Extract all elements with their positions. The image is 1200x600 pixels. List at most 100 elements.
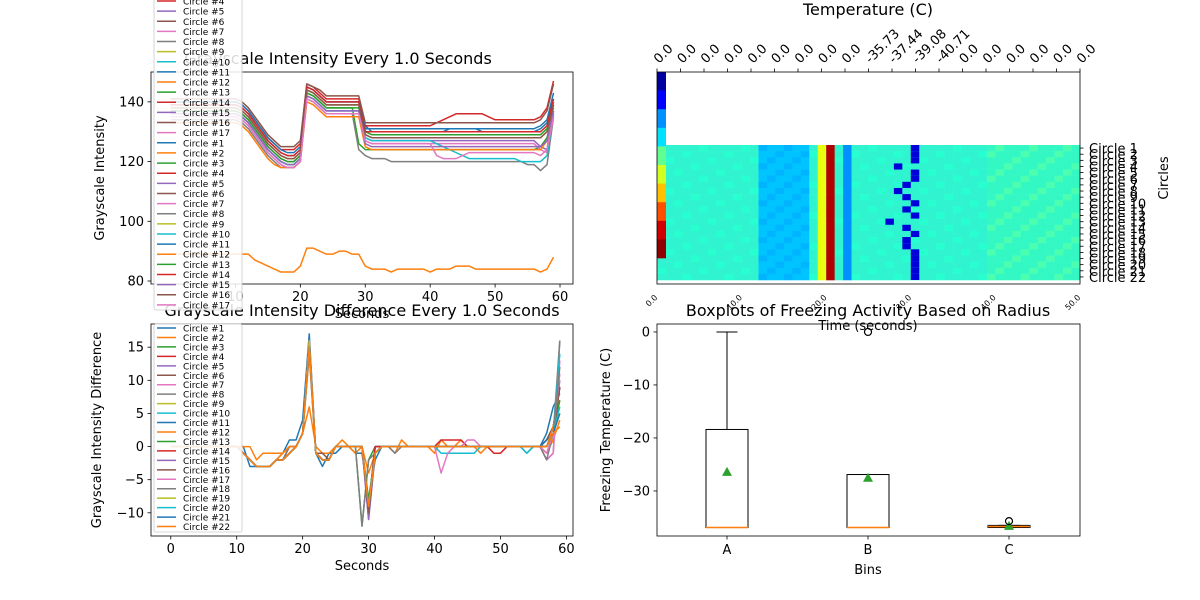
heatmap-cell — [809, 157, 819, 164]
heatmap-cell — [716, 249, 725, 256]
heatmap-cell — [1003, 206, 1013, 213]
heatmap-cell — [970, 267, 979, 275]
legend-label: Circle #21 — [183, 514, 230, 524]
legend-label: Circle #17 — [183, 301, 230, 311]
heatmap-cell — [1071, 224, 1081, 232]
heatmap-cell — [682, 194, 692, 201]
heatmap-cell — [851, 249, 861, 256]
heatmap-cell — [809, 200, 819, 207]
heatmap-cell — [716, 200, 725, 207]
heatmap-cell — [927, 230, 937, 238]
plot-frame — [656, 323, 1081, 537]
heatmap-cell — [800, 181, 810, 189]
heatmap-cell — [665, 175, 675, 183]
heatmap-cell — [716, 194, 725, 201]
heatmap-cell — [876, 243, 886, 250]
heatmap-cell — [758, 145, 768, 152]
heatmap-cell — [1054, 230, 1064, 238]
heatmap-cell — [1003, 163, 1013, 170]
heatmap-cell — [851, 206, 861, 213]
y-tick-label: 100 — [119, 215, 144, 230]
heatmap-cell — [775, 206, 785, 213]
y-tick-label: 15 — [127, 341, 144, 356]
heatmap-cell — [851, 145, 861, 152]
heatmap-cell — [860, 169, 869, 176]
heatmap-cell — [809, 194, 819, 201]
heatmap-cell — [724, 181, 734, 189]
colorbar-segment — [657, 165, 666, 184]
heatmap-cell — [665, 157, 675, 164]
heatmap-cell — [750, 212, 759, 219]
heatmap-cell — [1003, 200, 1013, 207]
heatmap-cell — [758, 187, 768, 195]
heatmap-cell — [893, 206, 903, 213]
heatmap-cell — [953, 261, 962, 269]
heatmap-cell — [800, 200, 810, 207]
heatmap-cell — [716, 267, 725, 275]
heatmap-cell — [978, 157, 988, 164]
heatmap-cell — [792, 145, 802, 152]
legend-label: Circle #10 — [183, 58, 230, 68]
heatmap-cell — [665, 145, 675, 152]
heatmap-cell — [944, 230, 954, 238]
heatmap-cell — [826, 218, 835, 226]
heatmap-cell — [741, 194, 751, 201]
heatmap-cell — [817, 261, 827, 269]
colorbar-segment — [657, 109, 666, 129]
heatmap-cell — [783, 249, 793, 256]
heatmap-cell — [690, 157, 700, 164]
heatmap-cell — [1071, 218, 1081, 226]
heatmap-cell — [817, 230, 827, 238]
legend-box — [153, 0, 243, 311]
heatmap-cell — [724, 230, 734, 238]
heatmap-cell — [783, 273, 793, 281]
heatmap-cell — [961, 151, 971, 158]
heatmap-cell — [893, 181, 903, 189]
heatmap-cell — [936, 255, 945, 262]
heatmap-cell — [995, 194, 1005, 201]
heatmap-cell — [783, 157, 793, 164]
heatmap-cell — [1003, 187, 1013, 195]
heatmap-cell — [826, 194, 835, 201]
freeze-cell — [910, 169, 920, 176]
heatmap-cell — [690, 175, 700, 183]
heatmap-cell — [953, 212, 962, 219]
legend-label: Circle #7 — [183, 381, 224, 391]
y-tick-label: 10 — [127, 374, 144, 389]
heatmap-cell — [758, 224, 768, 232]
heatmap-cell — [766, 175, 776, 183]
heatmap-cell — [1046, 249, 1055, 256]
freeze-cell — [902, 206, 911, 213]
heatmap-cell — [1063, 206, 1072, 213]
heatmap-cell — [1046, 200, 1055, 207]
heatmap-cell — [1012, 212, 1022, 219]
heatmap-cell — [970, 224, 979, 232]
heatmap-cell — [936, 218, 945, 226]
heatmap-cell — [927, 151, 937, 158]
chart-title: Grayscale Intensity Difference Every 1.0… — [164, 301, 559, 320]
heatmap-cell — [758, 151, 768, 158]
heatmap-cell — [690, 200, 700, 207]
heatmap-cell — [817, 243, 827, 250]
heatmap-cell — [927, 255, 937, 262]
heatmap-cell — [1054, 200, 1064, 207]
heatmap-cell — [817, 169, 827, 176]
row-label: Circle 22 — [1089, 271, 1146, 286]
heatmap-cell — [893, 157, 903, 164]
heatmap-cell — [800, 243, 810, 250]
y-tick-label: 0 — [642, 325, 650, 340]
heatmap-cell — [1012, 145, 1022, 152]
heatmap-cell — [741, 169, 751, 176]
heatmap-cell — [750, 145, 759, 152]
heatmap-cell — [919, 212, 929, 219]
x-tick-label: 50 — [487, 290, 504, 305]
legend-label: Circle #7 — [183, 200, 224, 210]
heatmap-cell — [1037, 181, 1047, 189]
heatmap-cell — [673, 206, 683, 213]
heatmap-cell — [834, 151, 844, 158]
heatmap-cell — [690, 267, 700, 275]
freeze-cell — [910, 157, 920, 164]
heatmap-cell — [970, 157, 979, 164]
heatmap-cell — [1046, 255, 1055, 262]
heatmap-cell — [944, 194, 954, 201]
